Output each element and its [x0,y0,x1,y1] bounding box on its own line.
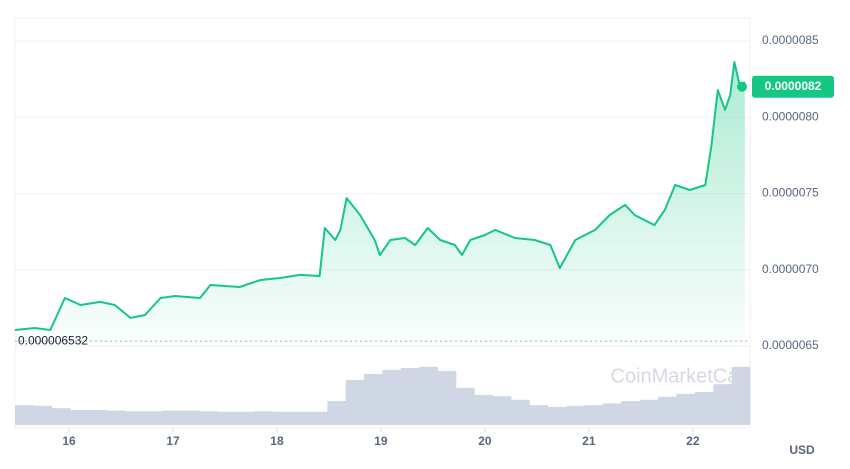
volume-bar [253,411,273,425]
y-tick-label: 0.0000065 [762,338,819,352]
volume-bar [125,411,144,425]
volume-bar [33,405,53,425]
min-label: 0.000006532 [18,333,88,347]
volume-bar [584,405,604,425]
volume-bar [162,410,181,425]
last-label: 0.0000082 [765,79,822,93]
volume-bar [474,395,494,425]
volume-bar [694,392,714,425]
y-tick-label: 0.0000075 [762,186,819,200]
y-tick-label: 0.0000085 [762,33,819,47]
volume-bar [547,407,567,425]
last-dot [737,81,747,92]
volume-bar [419,366,438,425]
volume-bar [364,374,383,425]
volume-bar [456,387,475,425]
volume-bar [70,410,89,425]
volume-bar [511,399,530,425]
x-tick-label: 19 [374,434,388,448]
volume-bar [15,405,34,425]
volume-bar [106,410,126,425]
x-tick-label: 21 [582,434,596,448]
x-tick-label: 16 [62,434,76,448]
x-tick-label: 20 [478,434,492,448]
volume-bar [676,393,696,425]
volume-bar [621,401,641,425]
volume-bar [658,396,677,425]
volume-bar [143,411,163,425]
volume-bar [235,411,255,425]
volume-bar [290,411,310,425]
volume-bar [603,403,622,425]
volume-bar [272,411,291,425]
volume-bar [51,408,71,425]
volume-bar [492,396,512,425]
x-tick-label: 18 [270,434,284,448]
x-tick-label: 22 [686,434,700,448]
volume-bar [713,384,732,425]
volume-bar [639,399,659,425]
volume-bar [400,368,420,425]
volume-bar [309,411,328,425]
y-tick-label: 0.0000080 [762,109,819,123]
volume-bar [327,401,347,425]
volume-bar [180,410,200,425]
price-area [15,62,745,346]
volume-bar [345,380,365,425]
currency-label: USD [789,443,815,457]
x-tick-label: 17 [166,434,180,448]
volume-bar [88,410,108,425]
volume-bar [382,369,402,425]
watermark: CoinMarketCap [611,365,750,387]
volume-bar [217,411,236,425]
price-line [14,61,746,331]
last-badge [752,75,834,98]
y-tick-label: 0.0000070 [762,262,819,276]
volume-bar [566,405,585,425]
volume-bar [529,405,549,425]
volume-bar [731,366,751,425]
volume-bar [198,411,218,425]
plot-frame [14,17,751,429]
volume-bar [437,371,457,425]
